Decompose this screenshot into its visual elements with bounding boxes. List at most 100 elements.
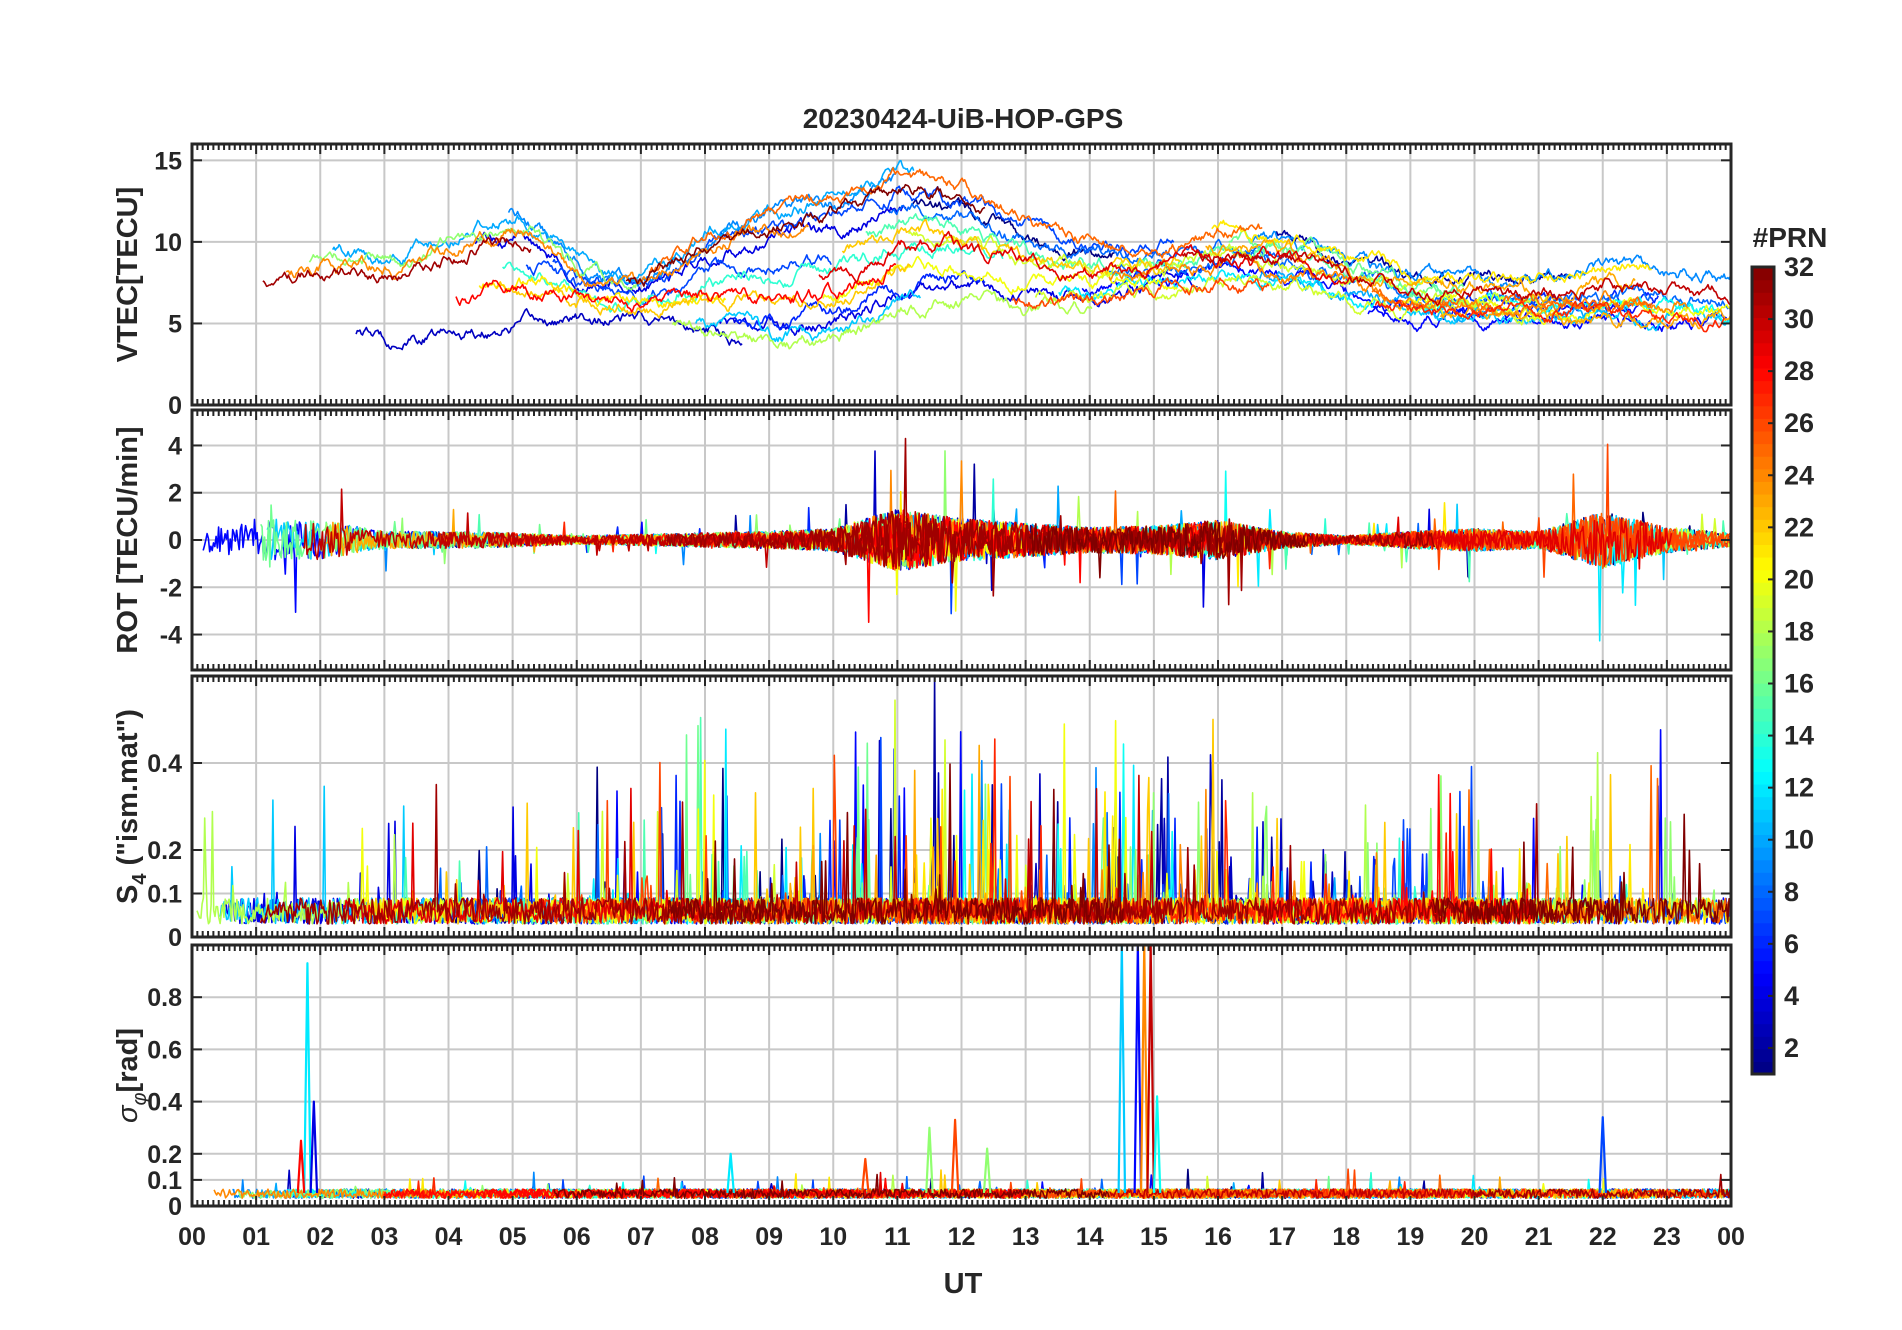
colorbar-segment <box>1752 683 1774 697</box>
colorbar-segment <box>1752 1061 1774 1075</box>
spike-8 <box>1146 945 1155 1193</box>
spike-12 <box>861 1157 870 1194</box>
colorbar-tick-label: 22 <box>1784 512 1814 542</box>
prn-32-trace <box>625 183 986 287</box>
axes-frame <box>190 408 1733 672</box>
y-tick-label: 15 <box>154 147 182 175</box>
y-tick-label: 0.2 <box>147 837 182 865</box>
prn-6-trace <box>733 270 986 331</box>
colorbar-segment <box>1752 468 1774 482</box>
colorbar-segment <box>1752 632 1774 646</box>
colorbar-segment <box>1752 493 1774 508</box>
y-tick-label: 0 <box>168 1193 182 1221</box>
colorbar-segment <box>1752 1036 1774 1050</box>
prn-30-trace <box>1109 1188 1483 1199</box>
colorbar-tick-label: 2 <box>1784 1033 1799 1063</box>
prn-24-trace <box>285 223 809 288</box>
prn-7-trace <box>525 254 832 307</box>
y-tick-label: 0.4 <box>147 750 182 778</box>
colorbar-tick-label: 32 <box>1784 252 1814 282</box>
y-tick-label: 0.1 <box>147 881 182 909</box>
y-axis-tick-labels: 00.10.2 0.4 0.6 0.8 <box>147 984 182 1221</box>
colorbar-segment <box>1752 746 1774 760</box>
y-tick-label: 0.8 <box>147 984 182 1012</box>
prn-8-trace <box>1105 249 1731 313</box>
x-tick-label: 18 <box>1332 1223 1360 1251</box>
colorbar-segment <box>1752 645 1774 659</box>
colorbar-segment <box>1752 758 1774 772</box>
y-tick-label: 4 <box>168 432 182 460</box>
colorbar-segment <box>1752 897 1774 911</box>
x-tick-label: 23 <box>1653 1223 1681 1251</box>
panel-rot: -4 -2 0 2 4 ROT [TECU/min] <box>112 408 1733 672</box>
y-tick-label: 10 <box>154 229 182 257</box>
colorbar-segment <box>1752 594 1774 609</box>
colorbar-segment <box>1752 657 1774 672</box>
colorbar-tick-label: 24 <box>1784 460 1814 490</box>
x-tick-label: 03 <box>370 1223 398 1251</box>
colorbar-tick-label: 20 <box>1784 564 1814 594</box>
panel-sigma_phi: 00.10.2 0.4 0.6 0.8 σφ[rad] <box>112 943 1733 1221</box>
colorbar-segment <box>1752 607 1774 621</box>
colorbar-tick-label: 28 <box>1784 356 1814 386</box>
x-tick-label: 21 <box>1525 1223 1553 1251</box>
x-axis-tick-labels: 00 01 02 03 04 05 06 07 08 09 10 11 12 13 14 15 16 17 18 19… <box>178 1223 1745 1251</box>
series-traces <box>213 945 1731 1199</box>
colorbar-segment <box>1752 910 1774 924</box>
x-tick-label: 20 <box>1461 1223 1489 1251</box>
gridlines <box>192 144 1731 405</box>
series-traces <box>262 159 1731 351</box>
colorbar-segment <box>1752 292 1774 306</box>
colorbar-segment <box>1752 367 1774 382</box>
prn-31-trace <box>262 236 532 288</box>
colorbar-segment <box>1752 783 1774 798</box>
y-tick-label: 5 <box>168 310 182 338</box>
colorbar-segment <box>1752 506 1774 520</box>
colorbar-segment <box>1752 456 1774 470</box>
y-axis-label: σφ[rad] <box>112 1028 151 1123</box>
spike-7 <box>1139 945 1149 1193</box>
prn-4-trace <box>474 204 907 294</box>
colorbar-segment <box>1752 998 1774 1012</box>
y-tick-label: 0 <box>168 392 182 420</box>
x-tick-label: 10 <box>819 1223 847 1251</box>
prn-30-trace <box>1181 251 1731 307</box>
colorbar-segment <box>1752 380 1774 394</box>
prn-21-trace <box>1211 219 1652 286</box>
x-tick-label: 13 <box>1012 1223 1040 1251</box>
colorbar-segment <box>1752 1048 1774 1062</box>
y-axis-tick-labels: 0 5 10 15 <box>154 147 182 420</box>
colorbar-segment <box>1752 670 1774 684</box>
spike-4 <box>950 1118 960 1193</box>
colorbar-segment <box>1752 872 1774 886</box>
colorbar-segment <box>1752 720 1774 735</box>
colorbar-segment <box>1752 1010 1774 1025</box>
colorbar-tick-label: 4 <box>1784 981 1799 1011</box>
colorbar-segment <box>1752 771 1774 785</box>
colorbar-tick-label: 26 <box>1784 408 1814 438</box>
colorbar-segment <box>1752 960 1774 974</box>
colorbar-segment <box>1752 1023 1774 1037</box>
prn-18-trace <box>671 289 1093 350</box>
prn-11-trace <box>695 289 922 343</box>
axes-frame <box>190 674 1733 939</box>
x-tick-label: 08 <box>691 1223 719 1251</box>
x-tick-label: 07 <box>627 1223 655 1251</box>
prn-23-trace <box>1439 304 1731 330</box>
x-tick-label: 06 <box>563 1223 591 1251</box>
colorbar-segment <box>1752 620 1774 634</box>
colorbar-segment <box>1752 393 1774 407</box>
colorbar-segment <box>1752 884 1774 899</box>
spike-11 <box>726 1152 735 1194</box>
colorbar-segment <box>1752 557 1774 571</box>
x-tick-label: 15 <box>1140 1223 1168 1251</box>
colorbar-segment <box>1752 304 1774 319</box>
prn-23-trace <box>1205 238 1636 303</box>
y-tick-label: 2 <box>168 480 182 508</box>
x-tick-label: 19 <box>1396 1223 1424 1251</box>
colorbar-segment <box>1752 582 1774 596</box>
colorbar-segment <box>1752 519 1774 533</box>
colorbar-segment <box>1752 834 1774 848</box>
